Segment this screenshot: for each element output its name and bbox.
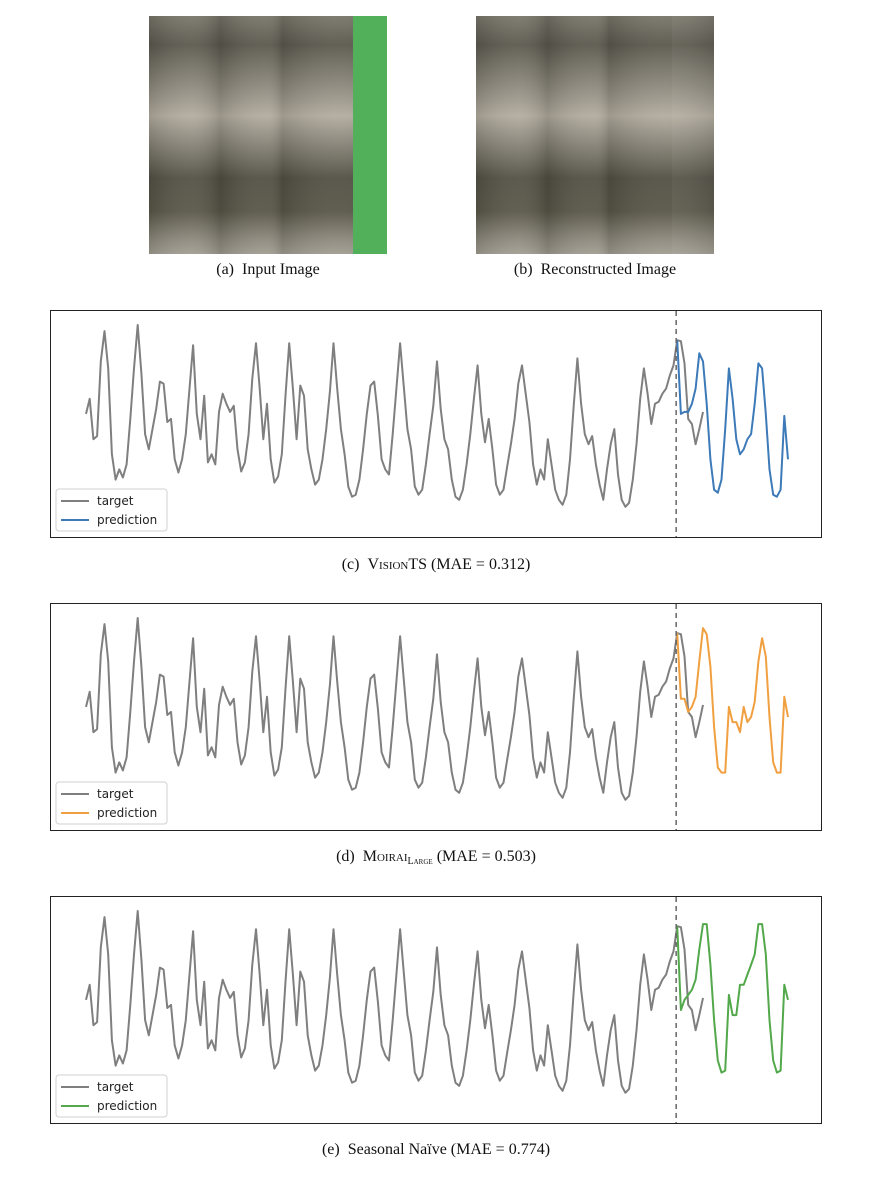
legend-prediction-label: prediction	[97, 1099, 157, 1113]
caption-b-text: Reconstructed Image	[540, 261, 677, 278]
caption-b: (b) Reconstructed Image	[476, 261, 714, 279]
plot-c-svg: target prediction	[55, 311, 789, 537]
prediction-line	[676, 340, 789, 498]
caption-a-text: Input Image	[242, 261, 320, 278]
target-line	[85, 910, 704, 1094]
plot-d: target prediction	[50, 603, 822, 831]
caption-c-label: (c)	[341, 556, 360, 573]
masked-region	[353, 16, 387, 254]
legend: target prediction	[55, 781, 168, 825]
caption-c: (c) VisionTS (MAE = 0.312)	[50, 556, 822, 574]
reconstructed-image	[476, 16, 714, 254]
caption-d-label: (d)	[336, 848, 355, 865]
caption-e-name: Seasonal Naïve	[347, 1141, 447, 1158]
legend-target-label: target	[97, 1080, 134, 1094]
legend: target prediction	[55, 488, 168, 532]
prediction-line	[676, 627, 789, 774]
caption-e-label: (e)	[321, 1141, 340, 1158]
legend: target prediction	[55, 1074, 168, 1118]
caption-b-label: (b)	[513, 261, 533, 278]
legend-target-label: target	[97, 787, 134, 801]
caption-c-name: VisionTS	[367, 556, 428, 573]
plot-e: target prediction	[50, 896, 822, 1124]
caption-a: (a) Input Image	[149, 261, 387, 279]
target-line	[85, 324, 704, 508]
caption-a-label: (a)	[216, 261, 234, 278]
caption-d: (d) MoiraiLarge (MAE = 0.503)	[50, 848, 822, 867]
caption-d-name: Moirai	[362, 848, 408, 865]
caption-e: (e) Seasonal Naïve (MAE = 0.774)	[50, 1141, 822, 1159]
legend-prediction-label: prediction	[97, 513, 157, 527]
legend-target-label: target	[97, 494, 134, 508]
caption-d-metric: (MAE = 0.503)	[436, 848, 536, 865]
plot-c: target prediction	[50, 310, 822, 538]
plot-d-svg: target prediction	[55, 604, 789, 830]
target-line	[85, 617, 704, 801]
caption-c-metric: (MAE = 0.312)	[431, 556, 531, 573]
legend-prediction-label: prediction	[97, 806, 157, 820]
caption-e-metric: (MAE = 0.774)	[450, 1141, 551, 1158]
caption-d-name-sub: Large	[407, 856, 433, 867]
plot-e-svg: target prediction	[55, 897, 789, 1123]
prediction-line	[676, 923, 789, 1074]
input-image	[149, 16, 387, 254]
